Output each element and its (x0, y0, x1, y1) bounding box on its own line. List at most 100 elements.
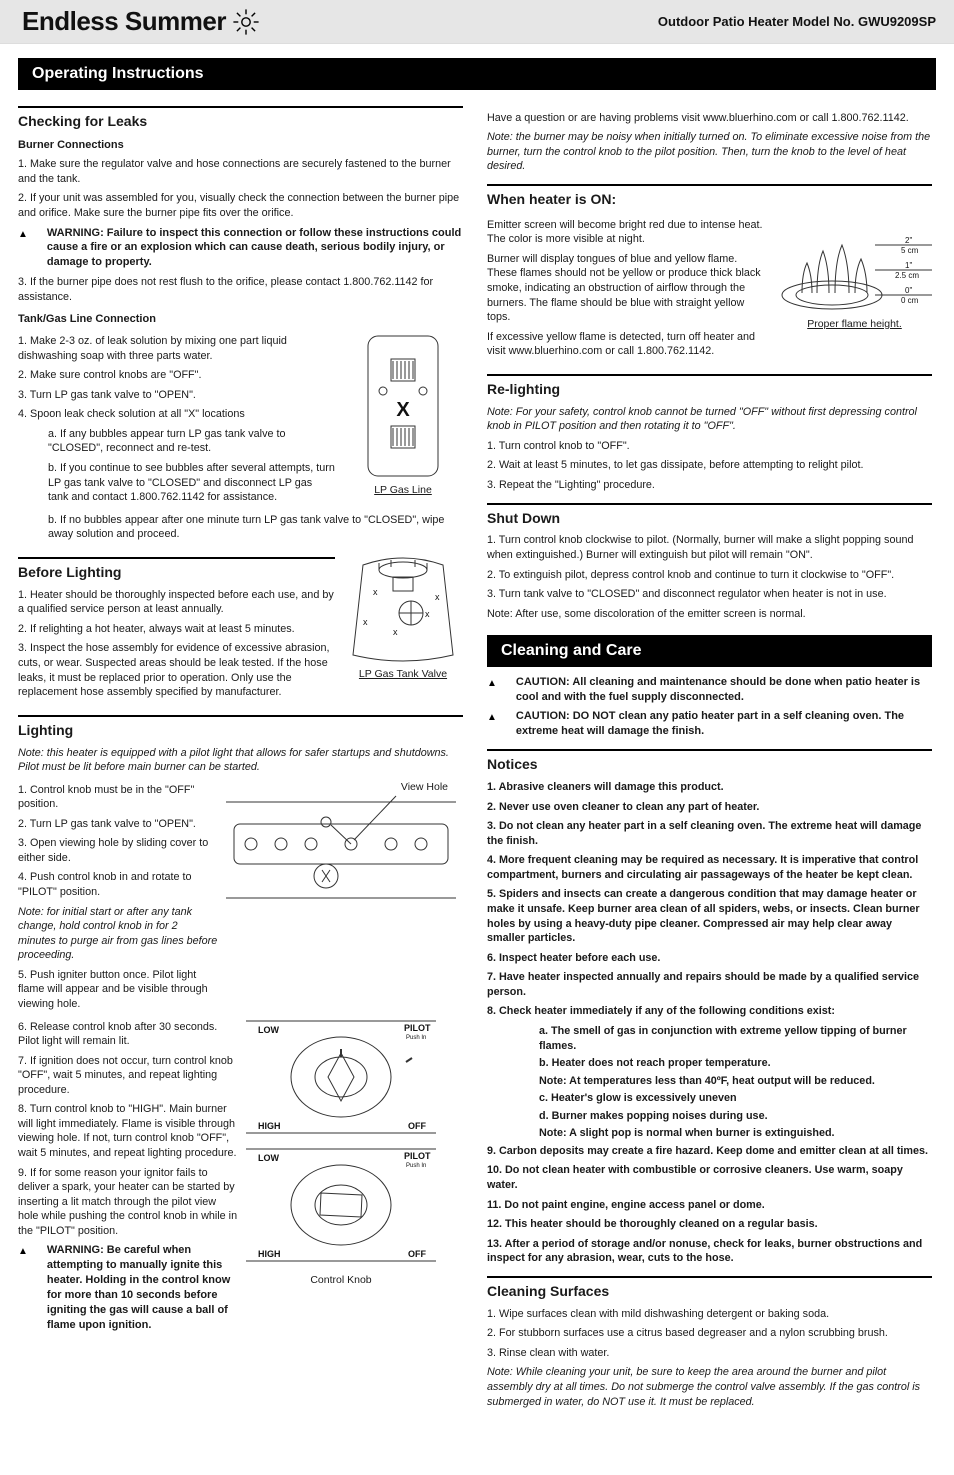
warning-triangle-icon (487, 710, 497, 725)
figure-label: Control Knob (310, 1273, 371, 1287)
control-knob-diagram-icon: LOW PILOT Push In HIGH OFF (246, 1145, 436, 1265)
notice-subnote: Note: At temperatures less than 40ºF, he… (539, 1074, 932, 1089)
warning-block: WARNING: Be careful when attempting to m… (18, 1243, 238, 1332)
warning-triangle-icon (18, 1244, 28, 1259)
brand-text: Endless Summer (22, 4, 226, 39)
text: 5. Push igniter button once. Pilot light… (18, 968, 218, 1012)
text: 2. If your unit was assembled for you, v… (18, 191, 463, 220)
text: 3. Inspect the hose assembly for evidenc… (18, 641, 335, 699)
notice-item: 4. More frequent cleaning may be require… (487, 853, 932, 882)
heading-cleaning-surfaces: Cleaning Surfaces (487, 1276, 932, 1301)
text: Note: After use, some discoloration of t… (487, 607, 932, 622)
figure-label: LP Gas Tank Valve (343, 667, 463, 681)
notice-item: 8. Check heater immediately if any of th… (487, 1004, 932, 1019)
text: Burner will display tongues of blue and … (487, 252, 767, 325)
svg-text:HIGH: HIGH (258, 1121, 281, 1131)
text: 4. Spoon leak check solution at all "X" … (18, 407, 335, 422)
model-number: Outdoor Patio Heater Model No. GWU9209SP (658, 13, 936, 31)
notice-item: 9. Carbon deposits may create a fire haz… (487, 1144, 932, 1159)
heading-checking-for-leaks: Checking for Leaks (18, 106, 463, 131)
note-text: Note: While cleaning your unit, be sure … (487, 1366, 920, 1407)
brand: Endless Summer (22, 4, 260, 39)
warning-text: WARNING: Be careful when attempting to m… (33, 1243, 238, 1332)
notice-item: 5. Spiders and insects can create a dang… (487, 887, 932, 945)
sub-tank-gas-line: Tank/Gas Line Connection (18, 312, 463, 327)
text: 6. Release control knob after 30 seconds… (18, 1020, 238, 1049)
notice-item: 7. Have heater inspected annually and re… (487, 970, 932, 999)
svg-text:x: x (373, 587, 378, 597)
svg-text:X: X (396, 399, 410, 421)
text: 2. For stubborn surfaces use a citrus ba… (487, 1326, 932, 1341)
caution-text: CAUTION: DO NOT clean any patio heater p… (502, 709, 932, 739)
notice-item: 2. Never use oven cleaner to clean any p… (487, 800, 932, 815)
text: Note: For your safety, control knob cann… (487, 405, 932, 434)
notice-subitem: c. Heater's glow is excessively uneven (539, 1091, 932, 1106)
text: Have a question or are having problems v… (487, 111, 932, 126)
text: 3. If the burner pipe does not rest flus… (18, 275, 463, 304)
svg-text:PILOT: PILOT (404, 1023, 431, 1033)
svg-text:0 cm: 0 cm (901, 296, 919, 305)
heading-before-lighting: Before Lighting (18, 557, 335, 582)
svg-text:2": 2" (905, 236, 912, 245)
figure-label: View Hole (226, 780, 456, 794)
text: 3. Turn LP gas tank valve to "OPEN". (18, 388, 335, 403)
text: If excessive yellow flame is detected, t… (487, 330, 767, 359)
text: 3. Turn tank valve to "CLOSED" and disco… (487, 587, 932, 602)
svg-text:5 cm: 5 cm (901, 246, 919, 255)
notice-item: 12. This heater should be thoroughly cle… (487, 1217, 932, 1232)
proper-flame-height-diagram-icon: 2" 5 cm 1" 2.5 cm 0" 0 cm (777, 215, 932, 315)
caution-text: CAUTION: All cleaning and maintenance sh… (502, 675, 932, 705)
note-text: Note: for initial start or after any tan… (18, 906, 217, 962)
text: 2. Wait at least 5 minutes, to let gas d… (487, 458, 932, 473)
notice-item: 3. Do not clean any heater part in a sel… (487, 819, 932, 848)
heading-relighting: Re-lighting (487, 374, 932, 399)
heading-when-heater-on: When heater is ON: (487, 184, 932, 209)
svg-text:x: x (435, 592, 440, 602)
svg-text:1": 1" (905, 261, 912, 270)
text: b. If no bubbles appear after one minute… (18, 513, 463, 542)
control-knob-diagram-icon: LOW PILOT Push In HIGH OFF (246, 1017, 436, 1137)
text: 3. Open viewing hole by sliding cover to… (18, 836, 218, 865)
text: b. If you continue to see bubbles after … (18, 461, 335, 505)
text: Note: this heater is equipped with a pil… (18, 746, 463, 775)
svg-text:HIGH: HIGH (258, 1249, 281, 1259)
notice-subitem: d. Burner makes popping noises during us… (539, 1109, 932, 1124)
text: 1. Turn control knob clockwise to pilot.… (487, 533, 932, 562)
notice-item: 10. Do not clean heater with combustible… (487, 1163, 932, 1192)
note-text: Note: For your safety, control knob cann… (487, 406, 917, 433)
svg-text:OFF: OFF (408, 1249, 426, 1259)
text: 1. Make 2-3 oz. of leak solution by mixi… (18, 334, 335, 363)
text: 3. Rinse clean with water. (487, 1346, 932, 1361)
note-text: Note: the burner may be noisy when initi… (487, 131, 930, 172)
text: 9. If for some reason your ignitor fails… (18, 1166, 238, 1239)
text: Note: While cleaning your unit, be sure … (487, 1365, 932, 1409)
svg-text:0": 0" (905, 286, 912, 295)
svg-text:x: x (425, 609, 430, 619)
text: 2. To extinguish pilot, depress control … (487, 568, 932, 583)
view-hole-diagram-icon (226, 794, 456, 904)
text: 1. Make sure the regulator valve and hos… (18, 157, 463, 186)
lp-gas-tank-valve-diagram-icon: x x x x x (343, 555, 463, 665)
text: Emitter screen will become bright red du… (487, 218, 767, 247)
warning-text: WARNING: Failure to inspect this connect… (33, 226, 463, 271)
text: 1. Control knob must be in the "OFF" pos… (18, 783, 218, 812)
lp-gas-line-diagram-icon: X (343, 331, 463, 481)
text: 4. Push control knob in and rotate to "P… (18, 870, 218, 899)
notice-item: 6. Inspect heater before each use. (487, 951, 932, 966)
text: a. If any bubbles appear turn LP gas tan… (18, 427, 335, 456)
text: Note: for initial start or after any tan… (18, 905, 218, 963)
svg-text:Push In: Push In (406, 1035, 426, 1041)
svg-text:Push In: Push In (406, 1163, 426, 1169)
svg-text:2.5 cm: 2.5 cm (895, 271, 919, 280)
section-operating-banner: Operating Instructions (18, 58, 936, 90)
text: 7. If ignition does not occur, turn cont… (18, 1054, 238, 1098)
svg-text:PILOT: PILOT (404, 1151, 431, 1161)
svg-text:OFF: OFF (408, 1121, 426, 1131)
text: 2. If relighting a hot heater, always wa… (18, 622, 335, 637)
figure-label: Proper flame height. (777, 317, 932, 331)
sun-logo-icon (232, 8, 260, 36)
warning-block: WARNING: Failure to inspect this connect… (18, 226, 463, 271)
warning-triangle-icon (487, 676, 497, 691)
warning-triangle-icon (18, 227, 28, 242)
notice-item: 1. Abrasive cleaners will damage this pr… (487, 780, 932, 795)
